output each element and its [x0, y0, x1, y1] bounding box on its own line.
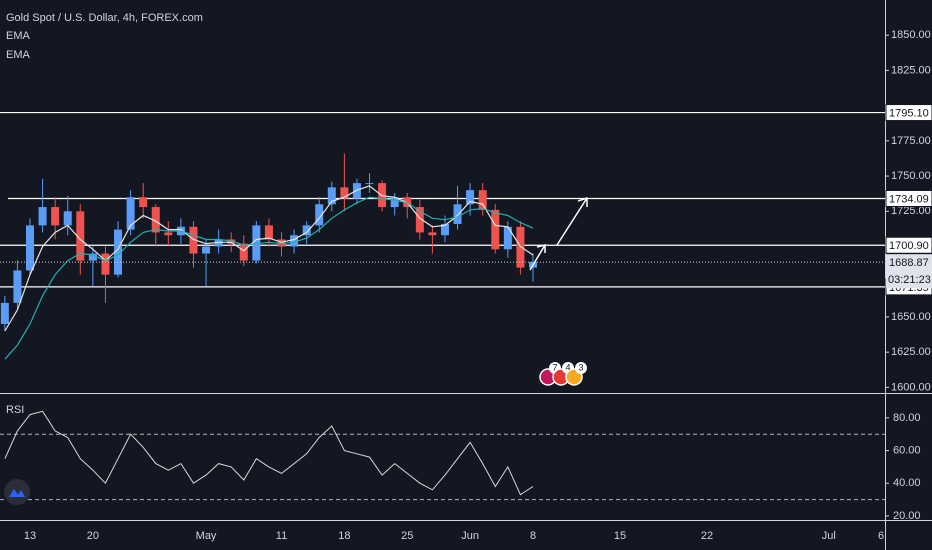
candle-body [51, 207, 60, 226]
event-badge [575, 362, 587, 374]
x-tick-label: 18 [338, 530, 350, 542]
legend-entry: EMA [6, 30, 31, 42]
candle-body [164, 232, 173, 236]
y-tick-label: 1775.00 [891, 135, 931, 147]
candle-body [466, 190, 475, 205]
y-tick-label: 1650.00 [891, 311, 931, 323]
price-label: 1795.10 [889, 107, 929, 119]
price-label: 1734.09 [889, 193, 929, 205]
y-tick-label: 1725.00 [891, 205, 931, 217]
candle-body [277, 239, 286, 247]
x-tick-label: 6 [878, 530, 884, 542]
plot [0, 111, 885, 501]
candle-body [252, 225, 261, 261]
candle-body [327, 187, 336, 205]
candle-body [302, 225, 311, 236]
rsi-tick-label: 40.00 [893, 477, 921, 489]
event-count: 3 [578, 362, 583, 372]
rsi-line [4, 410, 534, 496]
candle-body [491, 209, 500, 250]
y-tick-label: 1625.00 [891, 346, 931, 358]
arrows [529, 196, 588, 271]
x-tick-label: 22 [701, 530, 713, 542]
candle-body [428, 232, 437, 236]
candle-body [0, 302, 9, 324]
candle-body [76, 211, 85, 261]
x-tick-label: Jul [822, 530, 836, 542]
rsi-tick-label: 60.00 [893, 444, 921, 456]
price-label-box [885, 189, 932, 207]
last-price-box [886, 254, 932, 289]
candle-body [478, 190, 487, 210]
candle-body [189, 226, 198, 254]
candle-body [340, 187, 349, 199]
event-count: 7 [552, 362, 557, 372]
y-tick-label: 1850.00 [891, 29, 931, 41]
chart-title: Gold Spot / U.S. Dollar, 4h, FOREX.com [6, 12, 203, 24]
rsi-tick-label: 20.00 [893, 510, 921, 522]
ema-line [4, 196, 534, 360]
x-tick-label: May [196, 530, 217, 542]
candle-body [26, 225, 34, 271]
candle-body [453, 204, 462, 224]
event-count: 4 [565, 362, 570, 372]
last-price-label: 1688.87 [889, 257, 929, 269]
legend-entry: EMA [6, 49, 31, 61]
y-tick-label: 1600.00 [891, 381, 931, 393]
x-tick-label: 11 [276, 530, 287, 542]
price-label-box [885, 236, 932, 254]
candle-body [139, 197, 148, 208]
rsi-title: RSI [6, 404, 24, 416]
countdown: 03:21:23 [888, 274, 931, 286]
candle-body [227, 239, 236, 244]
x-tick-label: 8 [530, 530, 536, 542]
arrow [529, 244, 546, 271]
candle-body [151, 207, 160, 233]
candle-body [264, 225, 273, 240]
x-tick-label: 25 [401, 530, 413, 542]
x-tick-label: Jun [461, 530, 479, 542]
logo [4, 479, 30, 505]
candle-body [390, 197, 399, 208]
logo-circle [4, 479, 30, 505]
candle-body [415, 207, 424, 233]
candle-body [38, 207, 47, 226]
x-tick-label: 15 [614, 530, 626, 542]
y-tick-label: 1750.00 [891, 170, 931, 182]
price-label-box [885, 104, 932, 122]
candle-body [88, 253, 97, 261]
candle-body [503, 226, 512, 250]
candle-body [214, 239, 223, 247]
candle-body [126, 197, 135, 230]
candle-body [315, 204, 324, 226]
arrow [556, 196, 588, 246]
rsi-tick-label: 80.00 [893, 412, 921, 424]
candle-body [440, 223, 449, 236]
candle-body [63, 211, 72, 226]
candle-body [365, 183, 374, 185]
candle-body [114, 229, 123, 275]
ema-line [4, 185, 534, 332]
candle-body [13, 270, 22, 303]
candle-body [202, 246, 211, 254]
x-tick-label: 20 [87, 530, 99, 542]
logo-mark [9, 489, 25, 497]
candle-body [239, 243, 248, 261]
candle-body [290, 235, 299, 247]
candle-body [101, 253, 110, 275]
y-tick-label: 1825.00 [891, 64, 931, 76]
x-tick-label: 13 [24, 530, 36, 542]
price-label: 1700.90 [889, 240, 929, 252]
candle-body [352, 183, 361, 199]
